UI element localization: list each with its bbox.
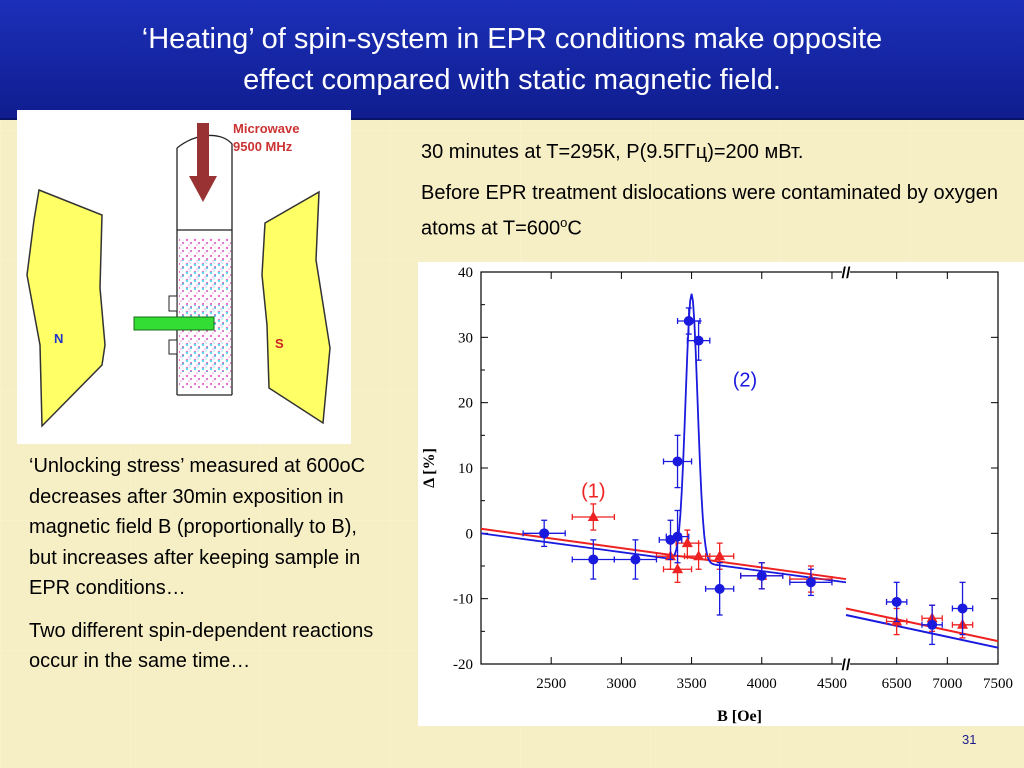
epr-setup-diagram: N S Microwave 9500 MHz	[17, 110, 351, 444]
fit-curve-series-2	[480, 293, 847, 584]
microwave-frequency-label: 9500 MHz	[233, 139, 293, 154]
data-point-series-2	[756, 570, 767, 581]
y-tick-label: 20	[458, 396, 473, 412]
x-tick-label: 7500	[983, 676, 1013, 692]
series-label-2: (2)	[733, 369, 757, 391]
x-tick-label: 7000	[932, 676, 962, 692]
conclusions-text: ‘Unlocking stress’ measured at 600oC dec…	[29, 451, 389, 689]
axis-break-gap	[842, 660, 850, 668]
resonator-top-wall	[176, 134, 233, 230]
conclusion-paragraph-1: ‘Unlocking stress’ measured at 600oC dec…	[29, 455, 366, 599]
y-axis-label: Δ [%]	[421, 448, 438, 488]
axis-break-bottom: //	[842, 657, 851, 674]
microwave-arrow-icon	[189, 123, 217, 202]
info-line-contamination: Before EPR treatment dislocations were c…	[421, 179, 1011, 244]
info-contamination-text: Before EPR treatment dislocations were c…	[421, 182, 998, 240]
x-tick-label: 3000	[606, 676, 636, 692]
series-label-1: (1)	[581, 480, 605, 502]
data-point-series-2	[927, 619, 938, 630]
magnet-pole-s	[261, 190, 331, 425]
microwave-label: Microwave	[233, 121, 299, 136]
data-point-series-1	[587, 511, 599, 521]
data-point-series-2	[891, 596, 902, 607]
data-point-series-2	[672, 531, 683, 542]
epr-chart: // // 40 30 20 10 0 -10 -20 2500 3000 3500 4000 4500 6…	[418, 262, 1024, 726]
slide-title-line-2: effect compared with static magnetic fie…	[243, 64, 781, 96]
fit-line-series-2	[845, 614, 999, 649]
chart-svg: // // 40 30 20 10 0 -10 -20 2500 3000 3500 4000 4500 6…	[421, 265, 1013, 725]
x-tick-label: 2500	[536, 676, 566, 692]
slide-title-line-1: ‘Heating’ of spin-system in EPR conditio…	[141, 23, 883, 55]
data-point-series-2	[693, 335, 704, 346]
info-line-conditions: 30 minutes at T=295К, P(9.5ГГц)=200 мВт.	[421, 141, 804, 163]
x-tick-label: 4000	[747, 676, 777, 692]
info-superscript: o	[560, 215, 568, 230]
x-axis-label: B [Oe]	[717, 708, 762, 725]
magnet-pole-n	[26, 188, 106, 428]
y-tick-label: 0	[466, 526, 474, 542]
data-point-series-1	[693, 550, 705, 561]
x-tick-label: 3500	[677, 676, 707, 692]
sample-holder	[133, 316, 215, 331]
pole-label-s: S	[275, 336, 284, 351]
axis-break-gap	[842, 268, 850, 276]
y-tick-label: 40	[458, 265, 473, 281]
x-tick-label: 4500	[817, 676, 847, 692]
y-tick-label: 10	[458, 461, 473, 477]
data-point-series-1	[681, 537, 693, 548]
data-point-series-1	[672, 563, 684, 574]
plot-frame	[480, 271, 999, 665]
axis-break-top: //	[842, 265, 851, 282]
data-point-series-1	[714, 550, 726, 561]
data-point-series-2	[805, 577, 816, 588]
data-point-series-2	[588, 554, 599, 565]
epr-setup-illustration: N S Microwave 9500 MHz	[26, 121, 331, 428]
x-tick-label: 6500	[882, 676, 912, 692]
data-point-series-2	[539, 528, 550, 539]
y-tick-label: -20	[453, 657, 473, 673]
pole-label-n: N	[54, 331, 63, 346]
data-point-series-2	[957, 603, 968, 614]
info-unit: C	[567, 217, 582, 240]
y-tick-label: -10	[453, 592, 473, 608]
title-bar: ‘Heating’ of spin-system in EPR conditio…	[0, 0, 1024, 120]
data-point-series-2	[683, 316, 694, 326]
data-point-series-2	[672, 456, 683, 467]
experiment-info: 30 minutes at T=295К, P(9.5ГГц)=200 мВт.…	[421, 138, 1011, 256]
page-number: 31	[962, 732, 977, 747]
conclusion-paragraph-2: Two different spin-dependent reactions o…	[29, 619, 374, 673]
data-point-series-2	[630, 554, 641, 565]
data-point-series-2	[714, 583, 725, 594]
y-tick-label: 30	[458, 330, 473, 346]
